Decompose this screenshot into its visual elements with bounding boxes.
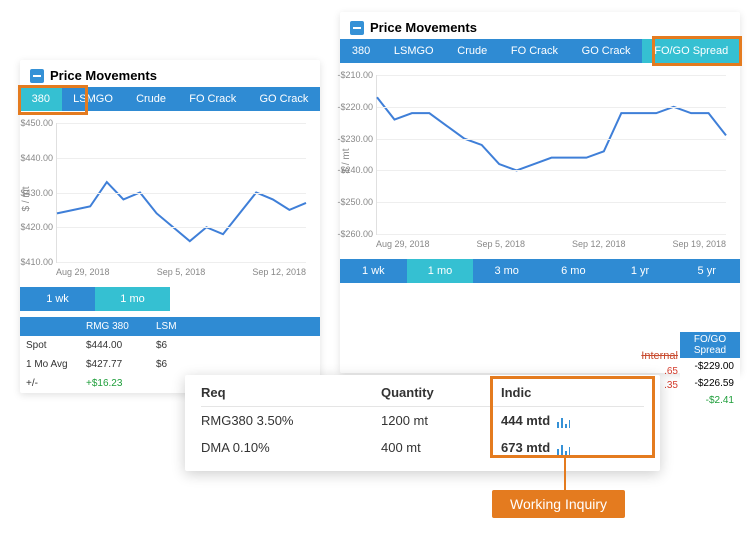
tab-fo-go-spread[interactable]: FO/GO Spread	[642, 39, 740, 63]
fogo-spread-column: FO/GO Spread -$229.00-$226.59-$2.41	[680, 332, 740, 409]
chart-icon[interactable]	[556, 443, 570, 455]
y-tick: -$240.00	[329, 165, 373, 175]
range-6mo[interactable]: 6 mo	[540, 259, 607, 283]
panel-title: Price Movements	[50, 68, 157, 83]
range-5yr[interactable]: 5 yr	[673, 259, 740, 283]
chart-area: $ / mt -$260.00-$250.00-$240.00-$230.00-…	[340, 63, 740, 259]
inquiry-popup: Req Quantity Indic RMG380 3.50%1200 mt44…	[185, 375, 660, 471]
timerange-bar: 1 wk1 mo	[20, 287, 170, 311]
tab-380[interactable]: 380	[340, 39, 382, 63]
panel-title: Price Movements	[370, 20, 477, 35]
collapse-icon[interactable]	[350, 21, 364, 35]
panel-header: Price Movements	[340, 12, 740, 39]
timerange-bar: 1 wk1 mo3 mo6 mo1 yr5 yr	[340, 259, 740, 283]
callout-working-inquiry: Working Inquiry	[492, 490, 625, 518]
y-tick: -$260.00	[329, 229, 373, 239]
range-1wk[interactable]: 1 wk	[340, 259, 407, 283]
fogo-header: FO/GO Spread	[680, 332, 740, 358]
price-table-header: RMG 380 LSM	[20, 317, 320, 336]
range-1mo[interactable]: 1 mo	[95, 287, 170, 311]
internal-n1: .65	[664, 366, 678, 377]
product-tabbar: 380LSMGOCrudeFO CrackGO CrackFO/GO Sprea…	[340, 39, 740, 63]
panel-header: Price Movements	[20, 60, 320, 87]
panel-left: Price Movements 380LSMGOCrudeFO CrackGO …	[20, 60, 320, 393]
inquiry-row: RMG380 3.50%1200 mt444 mtd	[201, 407, 644, 434]
y-tick: $420.00	[9, 222, 53, 232]
tab-crude[interactable]: Crude	[124, 87, 177, 111]
tab-fo-crack[interactable]: FO Crack	[499, 39, 570, 63]
x-tick: Sep 19, 2018	[672, 239, 726, 249]
tab-crude[interactable]: Crude	[445, 39, 499, 63]
inquiry-row: DMA 0.10%400 mt673 mtd	[201, 434, 644, 461]
table-row: 1 Mo Avg$427.77$6	[20, 355, 320, 374]
col-indic: Indic	[501, 385, 621, 400]
table-row: Spot$444.00$6	[20, 336, 320, 355]
y-tick: $450.00	[9, 118, 53, 128]
x-tick: Sep 12, 2018	[572, 239, 626, 249]
fogo-cell: -$226.59	[680, 375, 740, 392]
tab-lsmgo[interactable]: LSMGO	[382, 39, 445, 63]
chart-plot: -$260.00-$250.00-$240.00-$230.00-$220.00…	[376, 75, 726, 235]
line-series	[377, 75, 726, 234]
tab-fo-crack[interactable]: FO Crack	[178, 87, 248, 111]
fogo-cell: -$229.00	[680, 358, 740, 375]
chart-plot: $410.00$420.00$430.00$440.00$450.00	[56, 123, 306, 263]
inquiry-header: Req Quantity Indic	[201, 385, 644, 407]
y-tick: $430.00	[9, 188, 53, 198]
col-rmg380: RMG 380	[80, 317, 150, 336]
x-tick: Sep 5, 2018	[157, 267, 206, 277]
x-axis-ticks: Aug 29, 2018 Sep 5, 2018 Sep 12, 2018 Sep 1…	[376, 239, 726, 249]
col-req: Req	[201, 385, 381, 400]
tab-lsmgo[interactable]: LSMGO	[62, 87, 125, 111]
y-tick: -$250.00	[329, 197, 373, 207]
chart-area: $ / mt $410.00$420.00$430.00$440.00$450.…	[20, 111, 320, 287]
collapse-icon[interactable]	[30, 69, 44, 83]
x-tick: Sep 12, 2018	[252, 267, 306, 277]
y-tick: $440.00	[9, 153, 53, 163]
range-1wk[interactable]: 1 wk	[20, 287, 95, 311]
y-tick: $410.00	[9, 257, 53, 267]
panel-right: Price Movements 380LSMGOCrudeFO CrackGO …	[340, 12, 740, 373]
x-axis-ticks: Aug 29, 2018 Sep 5, 2018 Sep 12, 2018	[56, 267, 306, 277]
internal-badge: Internal	[641, 350, 678, 362]
tab-380[interactable]: 380	[20, 87, 62, 111]
product-tabbar: 380LSMGOCrudeFO CrackGO Crack	[20, 87, 320, 111]
tab-go-crack[interactable]: GO Crack	[570, 39, 643, 63]
y-tick: -$230.00	[329, 134, 373, 144]
internal-n2: .35	[664, 380, 678, 391]
range-1yr[interactable]: 1 yr	[607, 259, 674, 283]
col-qty: Quantity	[381, 385, 501, 400]
fogo-cell: -$2.41	[680, 392, 740, 409]
x-tick: Aug 29, 2018	[376, 239, 430, 249]
x-tick: Aug 29, 2018	[56, 267, 110, 277]
y-tick: -$210.00	[329, 70, 373, 80]
y-tick: -$220.00	[329, 102, 373, 112]
col-lsm: LSM	[150, 317, 190, 336]
callout-connector	[564, 458, 566, 492]
tab-go-crack[interactable]: GO Crack	[248, 87, 320, 111]
x-tick: Sep 5, 2018	[476, 239, 525, 249]
range-1mo[interactable]: 1 mo	[407, 259, 474, 283]
range-3mo[interactable]: 3 mo	[473, 259, 540, 283]
chart-icon[interactable]	[556, 416, 570, 428]
